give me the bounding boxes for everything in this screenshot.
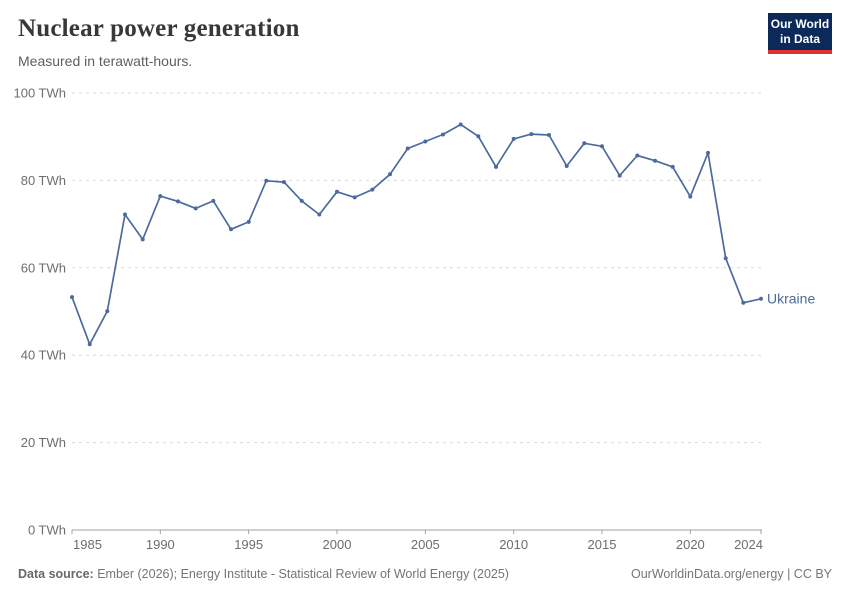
data-point	[105, 309, 110, 314]
owid-url-license[interactable]: OurWorldinData.org/energy | CC BY	[630, 567, 832, 581]
y-axis-label: 80 TWh	[21, 173, 66, 188]
data-point	[352, 195, 357, 200]
data-point	[87, 342, 92, 347]
data-point	[158, 194, 163, 199]
data-point	[494, 164, 498, 169]
data-point	[600, 144, 604, 149]
data-point	[405, 146, 410, 151]
x-axis-label: 1995	[234, 537, 263, 552]
x-axis-label: 2015	[588, 537, 617, 552]
data-point	[176, 199, 180, 204]
data-point	[264, 178, 269, 183]
data-point	[670, 164, 675, 169]
owid-logo[interactable]: Our World in Data	[768, 13, 832, 54]
chart-subtitle: Measured in terawatt-hours.	[18, 53, 193, 69]
x-axis-label: 1985	[73, 537, 102, 552]
owid-logo-line1: Our World	[770, 17, 830, 31]
data-point	[317, 212, 322, 217]
x-axis-label: 2020	[676, 537, 705, 552]
data-point	[582, 141, 587, 146]
chart-footer: Data source: Ember (2026); Energy Instit…	[18, 566, 832, 582]
data-point	[511, 136, 516, 141]
y-axis-label: 60 TWh	[21, 260, 66, 275]
entity-label-ukraine[interactable]: Ukraine	[767, 290, 815, 306]
data-point	[70, 295, 74, 300]
data-point	[723, 256, 728, 261]
data-source-text: Ember (2026); Energy Institute - Statist…	[93, 567, 509, 581]
data-source-note: Data source: Ember (2026); Energy Instit…	[18, 566, 509, 582]
data-point	[211, 198, 216, 203]
y-axis-label: 40 TWh	[21, 348, 66, 363]
data-point	[229, 227, 233, 232]
data-point	[688, 194, 693, 199]
y-axis-label: 20 TWh	[21, 435, 66, 450]
data-point	[193, 206, 198, 211]
data-point	[653, 158, 657, 163]
data-point	[476, 134, 481, 139]
data-point	[741, 300, 746, 305]
chart-title: Nuclear power generation	[18, 15, 300, 42]
data-point	[458, 122, 463, 127]
data-point	[335, 189, 339, 194]
data-point	[299, 198, 304, 203]
y-axis-label: 0 TWh	[28, 523, 66, 538]
y-axis-label: 100 TWh	[13, 86, 66, 101]
data-point	[635, 153, 640, 158]
data-point	[441, 132, 445, 137]
data-point	[547, 133, 551, 137]
x-axis-label: 2024	[734, 537, 763, 552]
data-point	[617, 173, 622, 178]
owid-logo-line2: in Data	[779, 32, 820, 46]
data-point	[246, 219, 251, 224]
data-point	[564, 164, 569, 168]
data-point	[706, 150, 710, 155]
x-axis-label: 2010	[499, 537, 528, 552]
data-point	[282, 180, 286, 185]
data-point	[388, 172, 392, 177]
x-axis-label: 2000	[323, 537, 352, 552]
data-point	[423, 139, 428, 144]
x-axis-label: 2005	[411, 537, 440, 552]
x-axis-label: 1990	[146, 537, 175, 552]
data-point	[140, 237, 145, 242]
data-point	[370, 187, 375, 192]
data-point	[759, 296, 763, 301]
chart-line-ukraine	[71, 123, 762, 346]
data-point	[123, 212, 127, 217]
data-point	[529, 132, 534, 137]
data-source-label: Data source:	[18, 567, 94, 581]
